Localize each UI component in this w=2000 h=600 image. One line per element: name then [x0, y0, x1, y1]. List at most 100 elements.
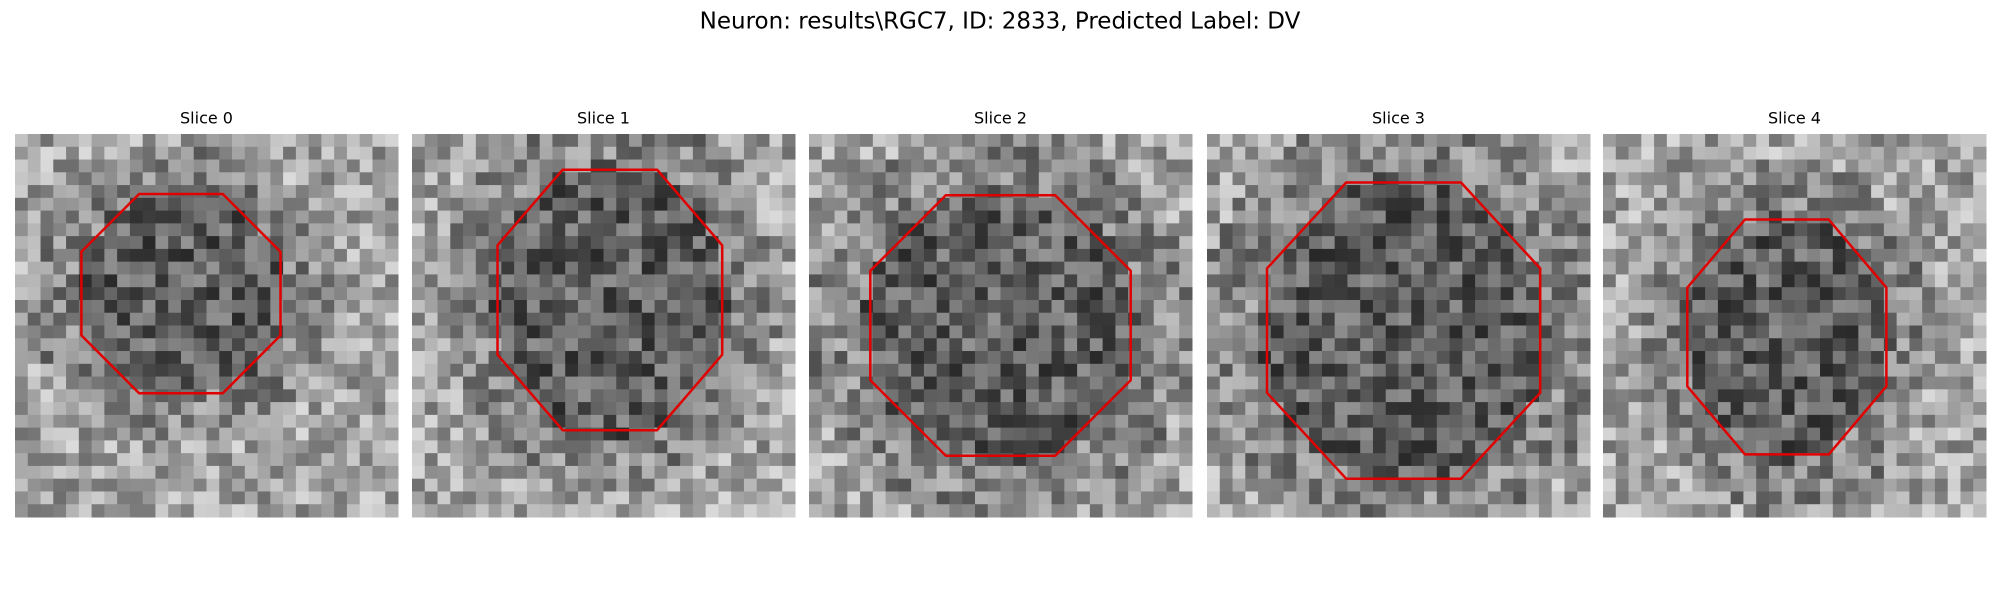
- pixel: [1871, 159, 1885, 173]
- pixel: [334, 453, 348, 467]
- pixel: [1513, 440, 1527, 454]
- pixel: [1705, 453, 1719, 467]
- pixel: [1845, 210, 1859, 224]
- pixel: [936, 146, 950, 161]
- pixel: [962, 414, 976, 429]
- pixel: [872, 274, 887, 288]
- pixel: [872, 236, 887, 250]
- pixel: [1807, 414, 1821, 429]
- pixel: [1615, 402, 1630, 416]
- pixel: [142, 453, 156, 467]
- pixel: [168, 440, 182, 454]
- pixel: [346, 210, 361, 224]
- pixel: [1551, 248, 1565, 263]
- pixel: [1883, 210, 1898, 224]
- pixel: [1219, 478, 1234, 492]
- pixel: [1258, 453, 1272, 467]
- pixel: [1475, 287, 1489, 301]
- pixel: [526, 248, 541, 263]
- pixel: [1347, 427, 1361, 441]
- pixel: [1102, 440, 1116, 454]
- pixel: [1679, 274, 1693, 288]
- pixel: [27, 453, 42, 467]
- pixel: [78, 146, 93, 161]
- pixel: [1615, 427, 1630, 441]
- pixel: [450, 312, 464, 326]
- pixel: [1013, 261, 1027, 275]
- pixel: [1283, 159, 1297, 173]
- pixel: [1500, 172, 1514, 186]
- pixel: [1500, 478, 1514, 492]
- pixel: [450, 440, 464, 454]
- pixel: [501, 389, 515, 403]
- pixel: [1947, 248, 1961, 263]
- slice-image: [1603, 134, 1987, 518]
- pixel: [359, 376, 373, 390]
- pixel: [821, 478, 836, 492]
- pixel: [1615, 338, 1630, 352]
- pixel: [1398, 299, 1412, 314]
- pixel: [475, 491, 490, 505]
- pixel: [1705, 146, 1719, 161]
- pixel: [321, 465, 335, 480]
- pixel: [1385, 363, 1399, 378]
- pixel: [1513, 274, 1527, 288]
- pixel: [1794, 223, 1808, 237]
- pixel: [1449, 338, 1463, 352]
- pixel: [962, 159, 976, 173]
- pixel: [1526, 185, 1540, 199]
- pixel: [1051, 159, 1065, 173]
- pixel: [1115, 210, 1129, 224]
- pixel: [705, 172, 719, 186]
- pixel: [1051, 465, 1065, 480]
- pixel: [1475, 236, 1489, 250]
- pixel: [1102, 261, 1116, 275]
- pixel: [1807, 376, 1821, 390]
- pixel: [1743, 134, 1757, 148]
- pixel: [501, 185, 515, 199]
- pixel: [898, 312, 912, 326]
- pixel: [1411, 504, 1425, 518]
- pixel: [1896, 236, 1910, 250]
- pixel: [1270, 287, 1285, 301]
- pixel: [1347, 478, 1361, 492]
- pixel: [1207, 223, 1221, 237]
- pixel: [1743, 159, 1757, 173]
- pixel: [1654, 134, 1668, 148]
- pixel: [809, 248, 823, 263]
- pixel: [1462, 223, 1476, 237]
- pixel: [295, 453, 310, 467]
- pixel: [1551, 274, 1565, 288]
- pixel: [1360, 376, 1374, 390]
- pixel: [1436, 185, 1451, 199]
- pixel: [244, 376, 259, 390]
- pixel: [346, 299, 361, 314]
- pixel: [1321, 274, 1336, 288]
- pixel: [1871, 210, 1885, 224]
- pixel: [1128, 427, 1142, 441]
- pixel: [53, 389, 67, 403]
- pixel: [1166, 197, 1180, 212]
- pixel: [962, 248, 976, 263]
- pixel: [1564, 338, 1578, 352]
- pixel: [962, 363, 976, 378]
- pixel: [308, 338, 322, 352]
- pixel: [809, 325, 823, 339]
- pixel: [718, 491, 732, 505]
- pixel: [1462, 261, 1476, 275]
- pixel: [1973, 261, 1987, 275]
- pixel: [180, 146, 195, 161]
- pixel: [1577, 389, 1591, 403]
- pixel: [847, 223, 861, 237]
- pixel: [142, 325, 156, 339]
- pixel: [1603, 274, 1617, 288]
- pixel: [1372, 146, 1387, 161]
- pixel: [424, 363, 439, 378]
- pixel: [1705, 440, 1719, 454]
- pixel: [27, 312, 42, 326]
- pixel: [590, 325, 604, 339]
- pixel: [1051, 274, 1065, 288]
- pixel: [769, 478, 783, 492]
- slice-image: [15, 134, 399, 518]
- pixel: [872, 261, 887, 275]
